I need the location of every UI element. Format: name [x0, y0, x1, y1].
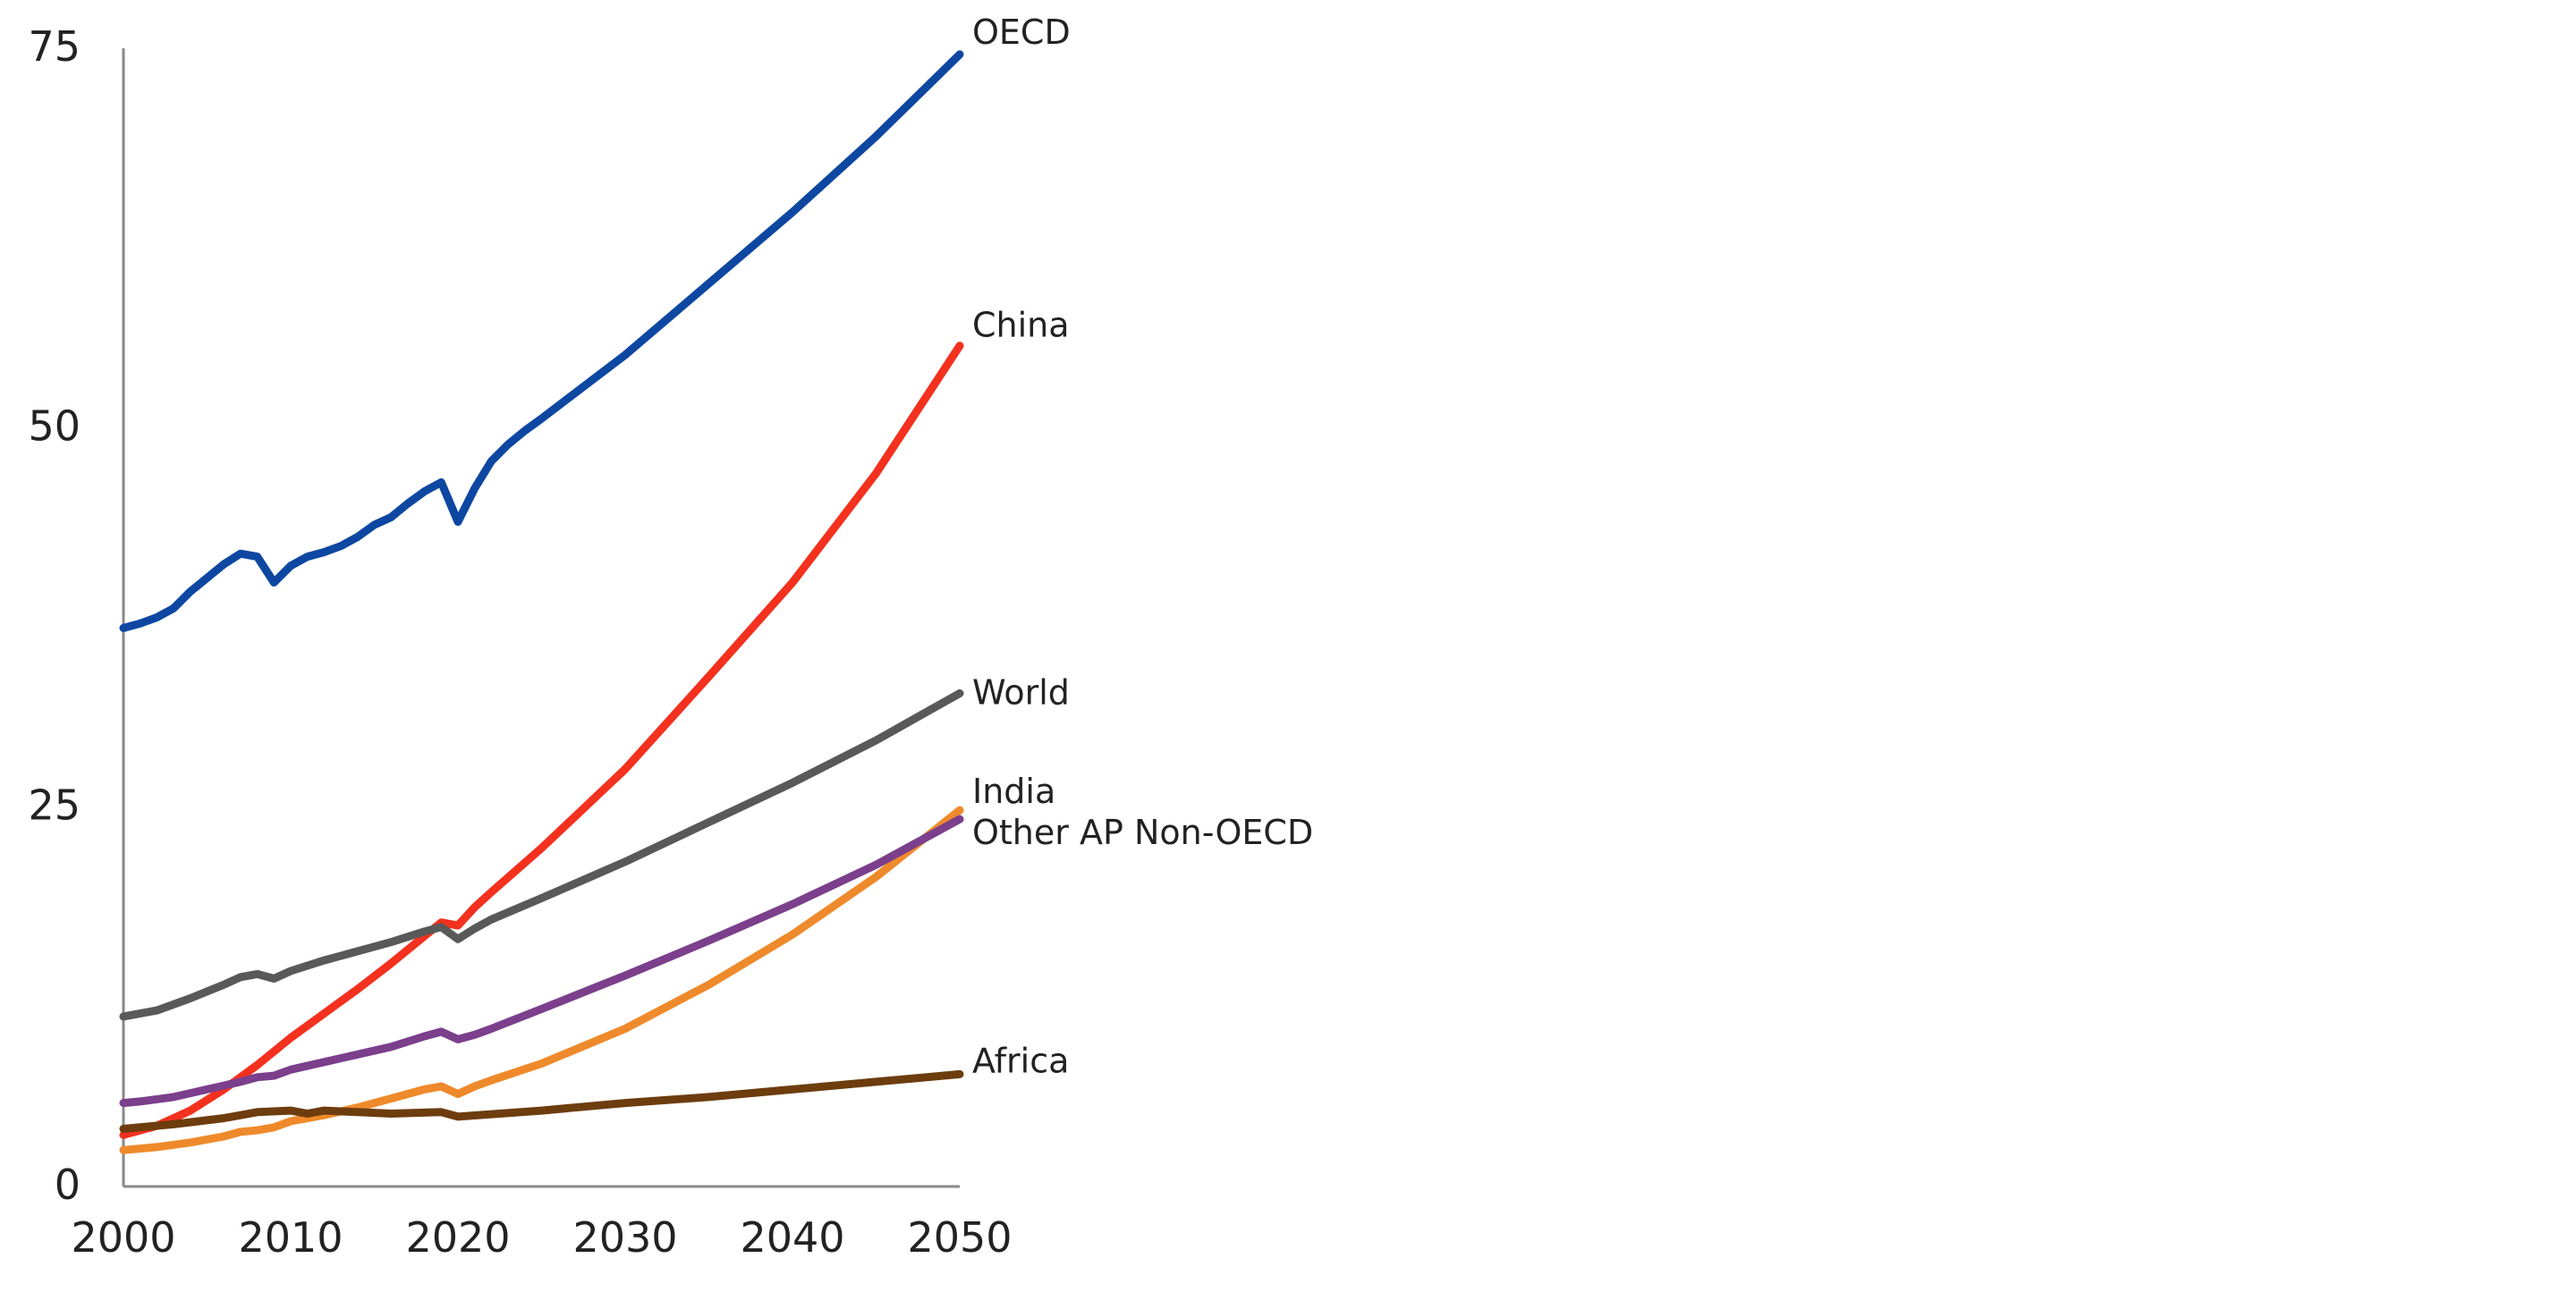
series-line-oecd: [119, 50, 964, 632]
y-tick-label: 25: [28, 781, 80, 830]
series-line-world: [119, 688, 964, 1021]
y-tick-label: 50: [28, 401, 80, 450]
axes: 0 25 50 75 2000 2010 2020 2030 2040 2050: [28, 22, 1012, 1262]
x-tick-label: 2000: [71, 1213, 175, 1262]
series-label-africa: Africa: [972, 1041, 1069, 1080]
x-tick-label: 2010: [238, 1213, 343, 1262]
series-label-oecd: OECD: [972, 13, 1071, 52]
x-tick-label: 2020: [405, 1213, 510, 1262]
x-tick-label: 2040: [740, 1213, 844, 1262]
series-label-china: China: [972, 306, 1070, 345]
y-tick-label: 75: [28, 22, 80, 71]
series-line-india: [119, 806, 964, 1154]
series-label-world: World: [972, 672, 1070, 712]
series-line-africa: [119, 1069, 964, 1133]
x-tick-label: 2030: [572, 1213, 677, 1262]
y-tick-label: 0: [55, 1161, 80, 1209]
series-label-india: India: [972, 772, 1055, 811]
x-tick-label: 2050: [907, 1213, 1012, 1262]
series-line-china: [119, 342, 964, 1139]
series-lines: [119, 50, 964, 1154]
series-label-other-ap-non-oecd: Other AP Non-OECD: [972, 813, 1313, 852]
series-line-other-ap-non-oecd: [119, 815, 964, 1108]
